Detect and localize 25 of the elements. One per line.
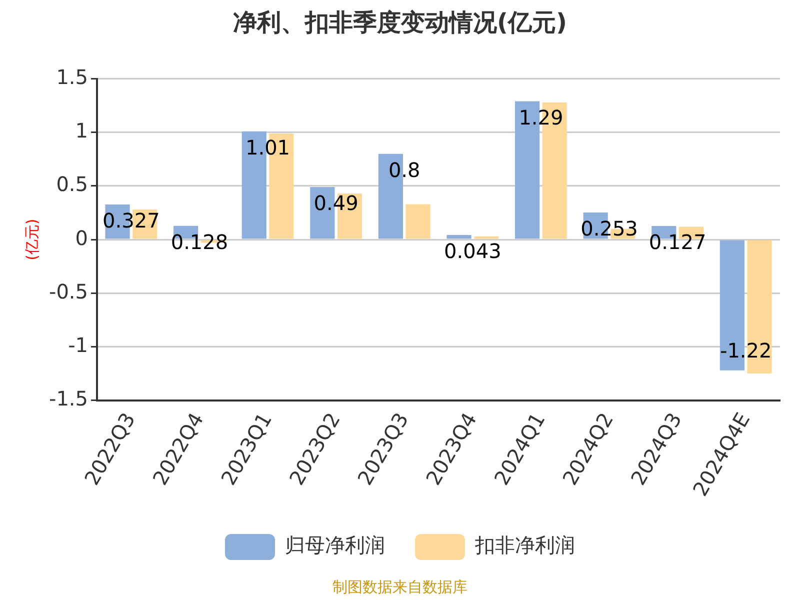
text: 制图数据来自数据库 xyxy=(332,578,468,596)
y-tick-label: 1 xyxy=(75,118,88,143)
data-label: 0.127 xyxy=(648,230,706,254)
data-label: 1.29 xyxy=(518,106,564,130)
data-label: 0.128 xyxy=(170,230,228,254)
bar xyxy=(406,204,430,239)
chart-title: 净利、扣非季度变动情况(亿元) xyxy=(233,8,567,37)
y-tick-label: 1.5 xyxy=(56,65,88,90)
data-label: 0.49 xyxy=(314,191,358,216)
y-axis-title: (亿元) xyxy=(22,218,41,260)
y-tick-label: 0 xyxy=(75,226,88,250)
legend-label: 归母净利润 xyxy=(285,533,385,558)
data-label: 0.043 xyxy=(444,239,502,264)
data-label: 0.8 xyxy=(388,158,420,182)
y-tick-label: -0.5 xyxy=(48,279,88,304)
data-label: -1.22 xyxy=(720,338,772,363)
y-tick-label: -1.5 xyxy=(48,386,88,411)
bar xyxy=(446,234,472,239)
data-label: 1.01 xyxy=(246,136,290,160)
y-tick-label: -1 xyxy=(68,332,88,357)
bar xyxy=(474,236,499,239)
data-label: 0.327 xyxy=(102,208,160,233)
y-tick-label: 0.5 xyxy=(56,172,88,196)
legend-label: 扣非净利润 xyxy=(474,533,575,558)
data-label: 0.253 xyxy=(580,216,638,241)
